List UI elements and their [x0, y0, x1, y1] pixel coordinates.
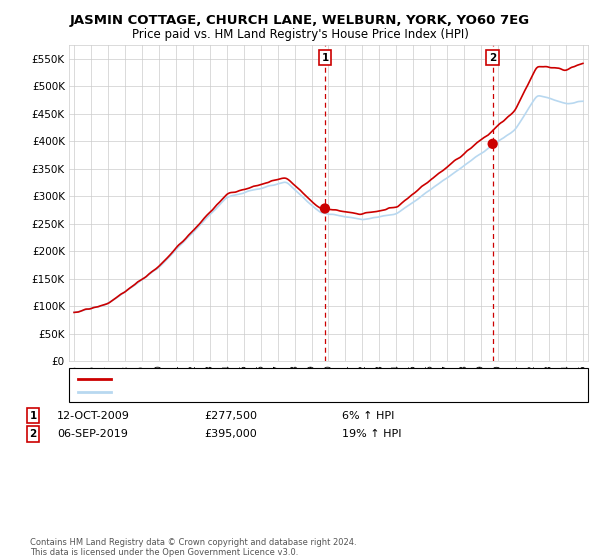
Text: Price paid vs. HM Land Registry's House Price Index (HPI): Price paid vs. HM Land Registry's House …	[131, 28, 469, 41]
Text: JASMIN COTTAGE, CHURCH LANE, WELBURN, YORK, YO60 7EG (detached house): JASMIN COTTAGE, CHURCH LANE, WELBURN, YO…	[117, 374, 516, 384]
Text: 2: 2	[29, 429, 37, 439]
Text: 6% ↑ HPI: 6% ↑ HPI	[342, 410, 394, 421]
Text: 2: 2	[489, 53, 496, 63]
Text: 12-OCT-2009: 12-OCT-2009	[57, 410, 130, 421]
Text: 1: 1	[322, 53, 329, 63]
Text: HPI: Average price, detached house, North Yorkshire: HPI: Average price, detached house, Nort…	[117, 387, 377, 397]
Text: £395,000: £395,000	[204, 429, 257, 439]
Point	[320, 204, 330, 213]
Text: £277,500: £277,500	[204, 410, 257, 421]
Text: 1: 1	[29, 410, 37, 421]
Point	[488, 139, 497, 148]
Text: Contains HM Land Registry data © Crown copyright and database right 2024.
This d: Contains HM Land Registry data © Crown c…	[30, 538, 356, 557]
Text: 06-SEP-2019: 06-SEP-2019	[57, 429, 128, 439]
Text: JASMIN COTTAGE, CHURCH LANE, WELBURN, YORK, YO60 7EG: JASMIN COTTAGE, CHURCH LANE, WELBURN, YO…	[70, 14, 530, 27]
Text: 19% ↑ HPI: 19% ↑ HPI	[342, 429, 401, 439]
